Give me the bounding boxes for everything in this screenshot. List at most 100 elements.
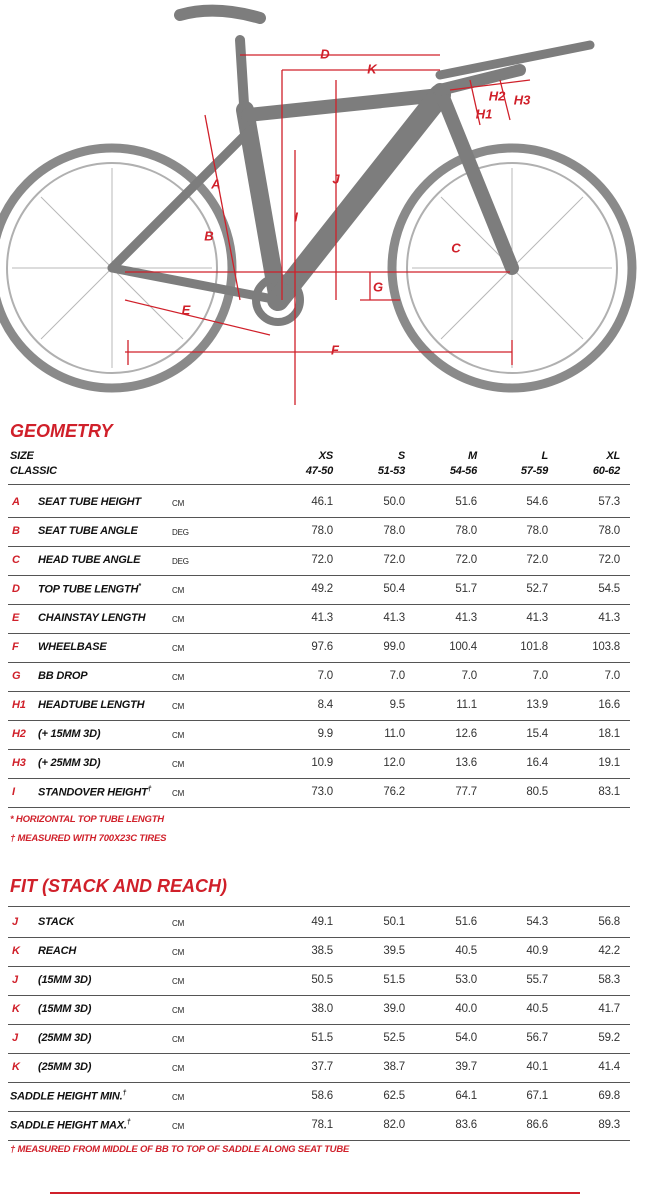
dimension-label: D [320, 46, 330, 61]
row-separator [8, 1024, 630, 1025]
value: 12.6 [455, 728, 477, 740]
section-title: FIT (STACK AND REACH) [10, 876, 227, 896]
row-name: STANDOVER HEIGHT† [38, 786, 152, 799]
row-name: SADDLE HEIGHT MAX.† [10, 1119, 131, 1132]
bike-diagram: D K H2 H3 H1 A J I B C G E F [0, 4, 637, 405]
value: 55.7 [526, 974, 548, 986]
dimension-label: I [294, 209, 298, 224]
value: 72.0 [598, 554, 620, 566]
size-name: M [468, 450, 477, 462]
value: 41.7 [598, 1003, 620, 1015]
value: 100.4 [449, 641, 477, 653]
footnote: † MEASURED WITH 700X23C TIRES [10, 833, 167, 844]
unit: CM [172, 673, 185, 682]
value: 13.6 [455, 757, 477, 769]
size-name: S [397, 450, 405, 462]
row-name: CHAINSTAY LENGTH [38, 612, 146, 624]
unit: CM [172, 1064, 185, 1073]
row-name: HEADTUBE LENGTH [38, 699, 145, 711]
value: 78.0 [526, 525, 548, 537]
row-name: BB DROP [38, 670, 88, 682]
row-separator [8, 906, 630, 907]
unit: DEG [172, 557, 189, 566]
value: 41.4 [598, 1061, 620, 1073]
value: 69.8 [598, 1090, 620, 1102]
value: 73.0 [311, 786, 333, 798]
value: 39.0 [383, 1003, 405, 1015]
dimension-label: H2 [489, 88, 506, 103]
unit: CM [172, 499, 185, 508]
value: 80.5 [526, 786, 548, 798]
value: 53.0 [455, 974, 477, 986]
value: 78.0 [455, 525, 477, 537]
dimension-label: H3 [514, 92, 531, 107]
value: 10.9 [311, 757, 333, 769]
value: 50.4 [383, 583, 405, 595]
value: 40.1 [526, 1061, 548, 1073]
row-letter: B [12, 525, 20, 537]
value: 11.1 [456, 699, 477, 711]
value: 7.0 [461, 670, 478, 682]
value: 78.0 [383, 525, 405, 537]
value: 101.8 [520, 641, 548, 653]
section-title: GEOMETRY [10, 421, 113, 441]
row-separator [8, 1082, 630, 1083]
size-label: SIZE [10, 450, 34, 462]
unit: CM [172, 919, 185, 928]
value: 41.3 [526, 612, 548, 624]
dimension-label: B [204, 228, 213, 243]
value: 89.3 [598, 1119, 620, 1131]
value: 77.7 [455, 786, 477, 798]
row-letter: J [12, 974, 18, 986]
value: 56.7 [526, 1032, 548, 1044]
unit: CM [172, 586, 185, 595]
dimension-lines [124, 54, 531, 405]
row-separator [8, 778, 630, 779]
unit: CM [172, 948, 185, 957]
value: 50.5 [311, 974, 333, 986]
unit: CM [172, 615, 185, 624]
unit: CM [172, 1035, 185, 1044]
value: 38.0 [311, 1003, 333, 1015]
row-separator [8, 546, 630, 547]
row-name: HEAD TUBE ANGLE [38, 554, 141, 566]
value: 46.1 [311, 496, 333, 508]
value: 8.4 [317, 699, 334, 711]
row-letter: H2 [12, 728, 26, 740]
row-letter: K [12, 1061, 20, 1073]
row-name: (15MM 3D) [38, 974, 92, 986]
unit: CM [172, 760, 185, 769]
value: 7.0 [317, 670, 334, 682]
value: 76.2 [383, 786, 405, 798]
row-separator [8, 691, 630, 692]
value: 38.5 [311, 945, 333, 957]
value: 86.6 [526, 1119, 548, 1131]
row-name: SEAT TUBE HEIGHT [38, 496, 141, 508]
row-letter: I [12, 786, 15, 798]
row-letter: G [12, 670, 21, 682]
size-name: XS [318, 450, 333, 462]
value: 52.7 [526, 583, 548, 595]
value: 78.0 [311, 525, 333, 537]
unit: CM [172, 644, 185, 653]
row-letter: A [12, 496, 20, 508]
value: 51.6 [455, 496, 477, 508]
value: 57.3 [598, 496, 620, 508]
value: 83.6 [455, 1119, 477, 1131]
unit: CM [172, 1006, 185, 1015]
row-name: (+ 25MM 3D) [38, 757, 101, 769]
value: 78.1 [311, 1119, 333, 1131]
value: 54.0 [455, 1032, 477, 1044]
value: 9.9 [317, 728, 334, 740]
value: 40.0 [455, 1003, 477, 1015]
row-separator [8, 720, 630, 721]
dimension-label: G [373, 279, 383, 294]
frame [107, 4, 595, 326]
row-separator [8, 484, 630, 485]
row-letter: E [12, 612, 20, 624]
value: 78.0 [598, 525, 620, 537]
value: 83.1 [598, 786, 620, 798]
dimension-label: F [331, 342, 340, 357]
